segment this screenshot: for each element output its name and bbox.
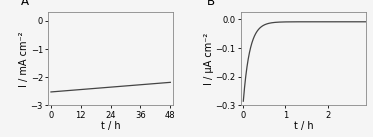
X-axis label: t / h: t / h [101, 121, 120, 131]
X-axis label: t / h: t / h [294, 121, 313, 131]
Y-axis label: I / mA cm⁻²: I / mA cm⁻² [19, 31, 29, 87]
Text: A: A [21, 0, 29, 8]
Text: B: B [206, 0, 214, 8]
Y-axis label: I / μA cm⁻²: I / μA cm⁻² [204, 33, 214, 85]
